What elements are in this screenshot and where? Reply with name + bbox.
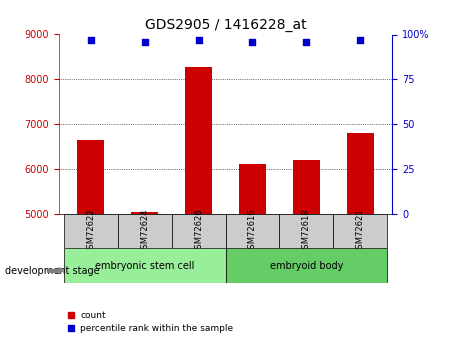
Text: GSM72624: GSM72624 [140,208,149,254]
Bar [185,67,212,345]
Point [356,37,364,43]
FancyBboxPatch shape [226,214,279,248]
Point [195,37,202,43]
Bar [239,164,266,345]
Bar [347,133,373,345]
Title: GDS2905 / 1416228_at: GDS2905 / 1416228_at [145,18,306,32]
Bar [293,160,320,345]
Point [249,39,256,45]
FancyBboxPatch shape [279,214,333,248]
Point [303,39,310,45]
FancyBboxPatch shape [333,214,387,248]
Legend: count, percentile rank within the sample: count, percentile rank within the sample [63,307,237,337]
Text: GSM72618: GSM72618 [302,208,311,254]
FancyBboxPatch shape [64,214,118,248]
Point [141,39,148,45]
FancyBboxPatch shape [118,214,172,248]
FancyBboxPatch shape [64,248,226,283]
FancyBboxPatch shape [172,214,226,248]
Text: development stage: development stage [5,266,99,276]
Text: embryoid body: embryoid body [270,261,343,270]
Point [87,37,95,43]
Text: GSM72622: GSM72622 [87,208,96,254]
FancyBboxPatch shape [226,248,387,283]
Text: GSM72626: GSM72626 [194,208,203,254]
Text: embryonic stem cell: embryonic stem cell [95,261,194,270]
Bar [78,140,104,345]
Text: GSM72616: GSM72616 [248,208,257,254]
Text: GSM72621: GSM72621 [355,208,364,254]
Bar [131,211,158,345]
